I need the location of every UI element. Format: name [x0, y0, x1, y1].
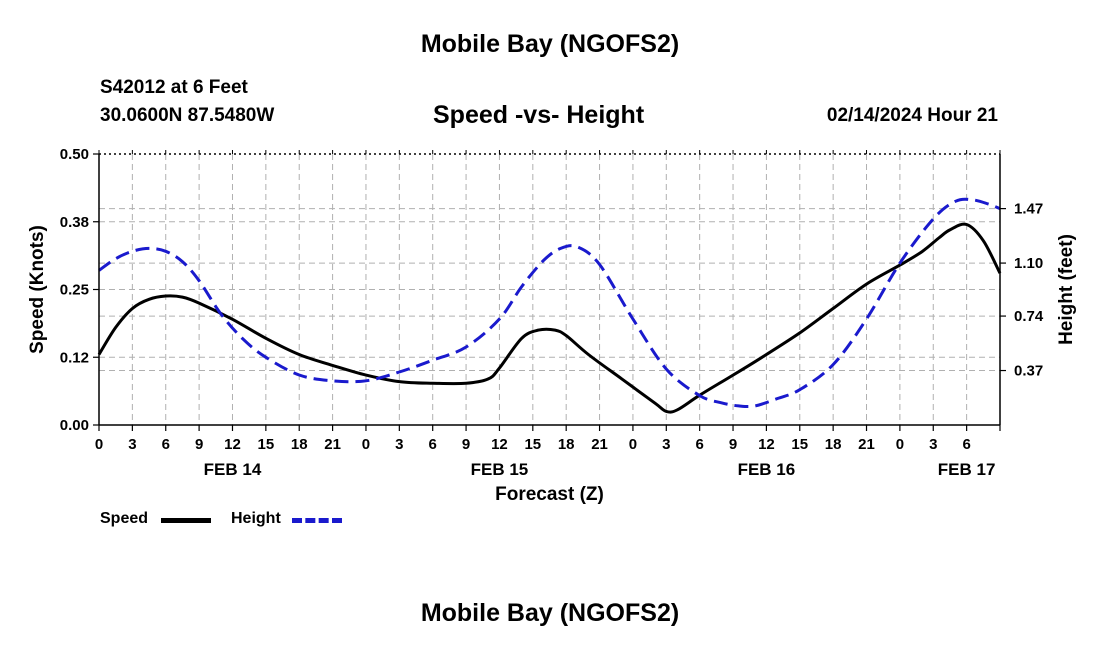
- y-tick-label: 0.00: [60, 417, 89, 434]
- series: [97, 197, 1002, 414]
- x-axis-title: Forecast (Z): [495, 484, 604, 505]
- y-tick-label: 0.12: [60, 349, 89, 366]
- y2-tick-label: 0.37: [1014, 363, 1043, 380]
- x-tick-label: 3: [929, 436, 937, 453]
- x-tick-label: 3: [395, 436, 403, 453]
- x-tick-label: 6: [695, 436, 703, 453]
- date-label: FEB 15: [471, 460, 529, 479]
- date-label: FEB 17: [938, 460, 996, 479]
- x-tick-label: 15: [524, 436, 541, 453]
- y-tick-label: 0.25: [60, 282, 89, 299]
- axis-labels: 0 3 6 9 12 15 18 21 0 3 6 9 12 15 18 21 0 3 6 9 12 15 18 21 0 3 6 F…: [27, 146, 1077, 505]
- x-tick-label: 15: [791, 436, 808, 453]
- x-tick-label: 3: [662, 436, 670, 453]
- forecast-datetime: 02/14/2024 Hour 21: [826, 105, 998, 126]
- x-tick-label: 0: [362, 436, 370, 453]
- x-tick-label: 6: [162, 436, 170, 453]
- date-label: FEB 14: [204, 460, 262, 479]
- y-axis-title: Speed (Knots): [27, 225, 48, 354]
- axes: [93, 150, 1006, 431]
- legend-speed-swatch: [161, 518, 211, 523]
- x-tick-label: 0: [95, 436, 103, 453]
- y2-axis-title: Height (feet): [1056, 234, 1077, 345]
- x-tick-label: 18: [291, 436, 308, 453]
- x-tick-label: 21: [591, 436, 608, 453]
- legend-height-swatch: [292, 518, 342, 523]
- chart-title: Speed -vs- Height: [433, 101, 645, 129]
- series-line-height: [98, 197, 1001, 409]
- x-tick-label: 6: [962, 436, 970, 453]
- x-tick-label: 3: [128, 436, 136, 453]
- grid: [99, 153, 1000, 425]
- y-tick-label: 0.38: [60, 214, 89, 231]
- coordinates-label: 30.0600N 87.5480W: [100, 105, 275, 126]
- x-tick-label: 12: [224, 436, 241, 453]
- x-tick-label: 9: [462, 436, 470, 453]
- x-tick-label: 15: [258, 436, 275, 453]
- legend-speed-label: Speed: [100, 510, 149, 527]
- y2-tick-label: 1.47: [1014, 201, 1043, 218]
- x-tick-label: 18: [558, 436, 575, 453]
- series-line-speed: [97, 222, 1002, 414]
- x-tick-label: 21: [858, 436, 875, 453]
- x-tick-label: 9: [729, 436, 737, 453]
- x-tick-label: 12: [491, 436, 508, 453]
- y-tick-label: 0.50: [60, 146, 89, 163]
- x-tick-label: 18: [825, 436, 842, 453]
- x-tick-label: 0: [629, 436, 637, 453]
- x-tick-label: 12: [758, 436, 775, 453]
- x-tick-label: 21: [324, 436, 341, 453]
- station-label: S42012 at 6 Feet: [100, 77, 248, 98]
- footer-title: Mobile Bay (NGOFS2): [420, 599, 680, 627]
- x-tick-label: 0: [896, 436, 904, 453]
- x-tick-label: 9: [195, 436, 203, 453]
- date-label: FEB 16: [738, 460, 796, 479]
- y2-tick-label: 0.74: [1014, 308, 1044, 325]
- legend-height-label: Height: [231, 510, 281, 527]
- page-title: Mobile Bay (NGOFS2): [420, 30, 680, 58]
- x-tick-label: 6: [429, 436, 437, 453]
- y2-tick-label: 1.10: [1014, 255, 1043, 272]
